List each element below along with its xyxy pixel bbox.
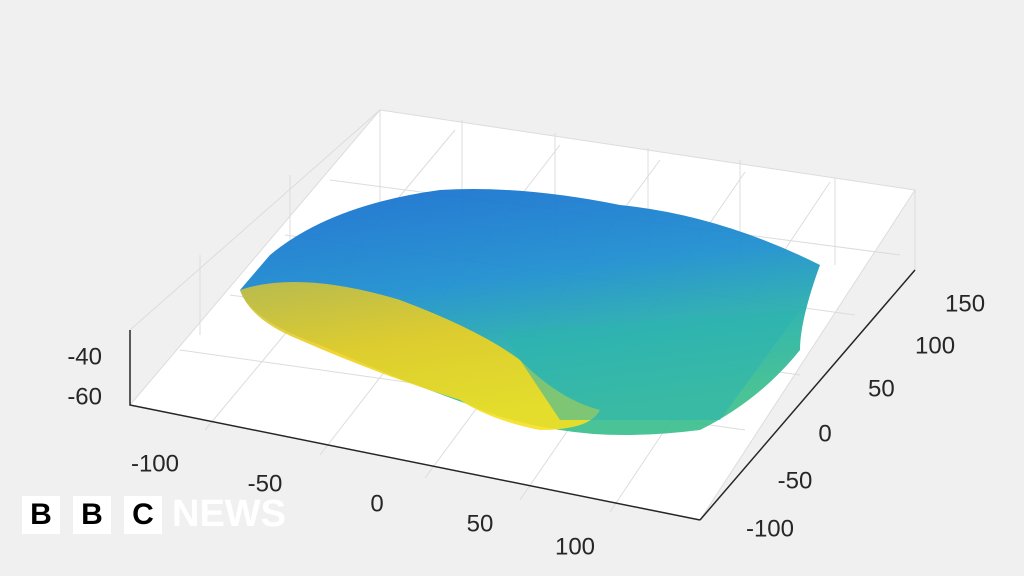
tick-label: 100 [915,332,955,359]
logo-letter: B [81,498,103,531]
tick-label: 50 [868,375,895,402]
logo-letter: C [132,498,154,531]
cloud-teal [500,310,800,420]
axis-lines [129,269,916,521]
logo-box [73,496,111,534]
cloud-yellow [240,282,600,430]
logo-box [124,496,162,534]
logo-word: NEWS [172,493,286,535]
logo-letter: B [30,498,52,531]
tick-label: 150 [945,290,985,317]
tick-label: -50 [778,467,813,494]
tick-label: 0 [370,490,383,517]
logo: B B C NEWS [22,493,286,535]
tick-label: -40 [67,343,102,370]
tick-label: -100 [131,450,179,477]
tick-label: -100 [746,515,794,542]
point-cloud [240,189,820,435]
tick-label: 100 [555,533,595,560]
tick-label: -60 [67,383,102,410]
tick-label: 0 [818,420,831,447]
tick-label: 50 [467,510,494,537]
tick-label: -50 [248,470,283,497]
logo-box [22,496,60,534]
